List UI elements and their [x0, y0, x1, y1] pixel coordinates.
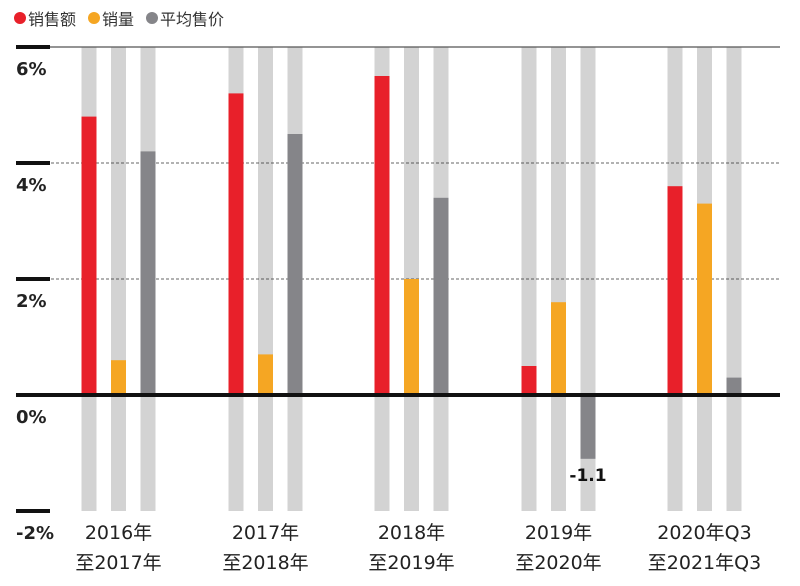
y-tick-label: 4% — [16, 175, 47, 196]
legend: 销售额 销量 平均售价 — [14, 6, 224, 30]
bar-2-1 — [287, 134, 303, 395]
legend-dot-icon — [146, 12, 159, 24]
y-tick-label: 0% — [16, 407, 47, 428]
bar-2-2 — [433, 197, 449, 395]
x-category-label: 2016年 — [85, 522, 152, 544]
legend-item: 平均售价 — [146, 6, 224, 30]
bar-0-1 — [228, 93, 244, 396]
legend-item: 销量 — [88, 6, 134, 30]
legend-dot-icon — [14, 12, 26, 24]
background-bar — [258, 47, 273, 511]
bar-0-4 — [667, 186, 683, 395]
x-category-label: 2018年 — [378, 522, 445, 544]
x-category-label: 至2017年 — [75, 552, 161, 574]
bar-0-3 — [521, 366, 537, 395]
data-label: -1.1 — [569, 466, 606, 486]
bar-1-2 — [404, 279, 419, 395]
bar-2-4 — [726, 377, 742, 395]
y-tick-label: 6% — [16, 59, 47, 80]
x-category-label: 至2020年 — [515, 552, 601, 574]
bar-2-0 — [140, 151, 156, 395]
x-category-label: 至2018年 — [222, 552, 308, 574]
legend-item: 销售额 — [14, 6, 76, 30]
bar-0-2 — [374, 76, 390, 395]
bar-1-1 — [258, 354, 273, 395]
x-category-label: 2017年 — [232, 522, 299, 544]
bar-0-0 — [81, 116, 97, 395]
bar-1-4 — [697, 203, 712, 395]
legend-label: 销售额 — [28, 10, 77, 29]
x-category-label: 至2019年 — [368, 552, 454, 574]
y-tick-label: -2% — [16, 523, 54, 544]
y-tick-label: 2% — [16, 291, 47, 312]
bar-2-3 — [580, 395, 596, 459]
legend-label: 销量 — [102, 10, 135, 29]
bar-1-0 — [111, 360, 126, 395]
x-category-label: 2019年 — [525, 522, 592, 544]
x-category-label: 至2021年Q3 — [648, 552, 761, 574]
x-category-label: 2020年Q3 — [657, 522, 751, 544]
legend-label: 平均售价 — [160, 10, 225, 29]
legend-dot-icon — [88, 12, 101, 24]
bar-1-3 — [551, 302, 566, 395]
